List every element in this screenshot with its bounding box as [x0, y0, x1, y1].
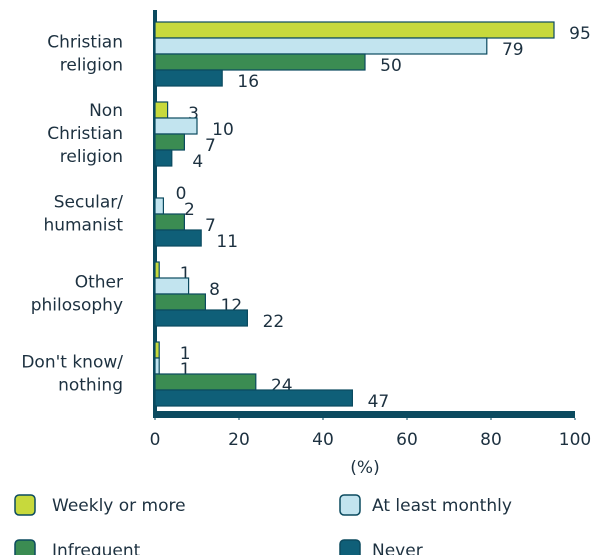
bar — [154, 213, 185, 231]
category-label: Non Christian religion — [47, 101, 123, 167]
bar — [154, 21, 555, 39]
value-label: 11 — [216, 232, 238, 252]
legend-swatch — [339, 539, 361, 555]
bar — [154, 357, 160, 375]
x-axis-bar — [153, 411, 575, 418]
value-label: 22 — [263, 312, 285, 332]
value-label: 7 — [205, 136, 216, 156]
bar — [154, 293, 207, 311]
x-tick-label: 40 — [312, 430, 334, 450]
value-label: 10 — [212, 120, 234, 140]
bar — [154, 197, 164, 215]
bar — [154, 101, 169, 119]
x-tick-label: 100 — [559, 430, 591, 450]
category-label: Don't know/nothing — [21, 353, 123, 396]
value-label: 1 — [180, 264, 191, 284]
value-label: 8 — [209, 280, 220, 300]
value-label: 16 — [237, 72, 259, 92]
value-label: 1 — [180, 344, 191, 364]
value-label: 1 — [180, 360, 191, 380]
category-label: Christian religion — [47, 33, 123, 76]
bar — [154, 133, 185, 151]
category-label: Other philosophy — [31, 273, 123, 316]
x-tick-label: 60 — [396, 430, 418, 450]
x-tick-label: 80 — [480, 430, 502, 450]
bar — [154, 53, 366, 71]
bar — [154, 117, 198, 135]
value-label: 50 — [380, 56, 402, 76]
legend-swatch — [339, 494, 361, 516]
value-label: 47 — [368, 392, 390, 412]
legend-label: Never — [372, 541, 423, 555]
x-axis-label: (%) — [350, 458, 379, 478]
bar — [154, 277, 190, 295]
value-label: 4 — [192, 152, 203, 172]
value-label: 0 — [176, 184, 187, 204]
legend-label: At least monthly — [372, 496, 512, 516]
x-tick-label: 0 — [150, 430, 161, 450]
bar — [154, 341, 160, 359]
bar — [154, 309, 249, 327]
value-label: 95 — [569, 24, 591, 44]
legend-label: Infrequent — [52, 541, 141, 555]
value-label: 79 — [502, 40, 524, 60]
bar — [154, 69, 223, 87]
value-label: 2 — [184, 200, 195, 220]
legend-swatch — [14, 539, 36, 555]
bar — [154, 261, 160, 279]
bar — [154, 37, 488, 55]
value-label: 7 — [205, 216, 216, 236]
bar — [154, 149, 173, 167]
bar — [154, 373, 257, 391]
bar — [154, 389, 353, 407]
category-label: Secular/humanist — [43, 193, 123, 236]
legend-swatch — [14, 494, 36, 516]
value-label: 3 — [188, 104, 199, 124]
bar — [154, 229, 202, 247]
legend-label: Weekly or more — [52, 496, 186, 516]
x-tick-label: 20 — [228, 430, 250, 450]
